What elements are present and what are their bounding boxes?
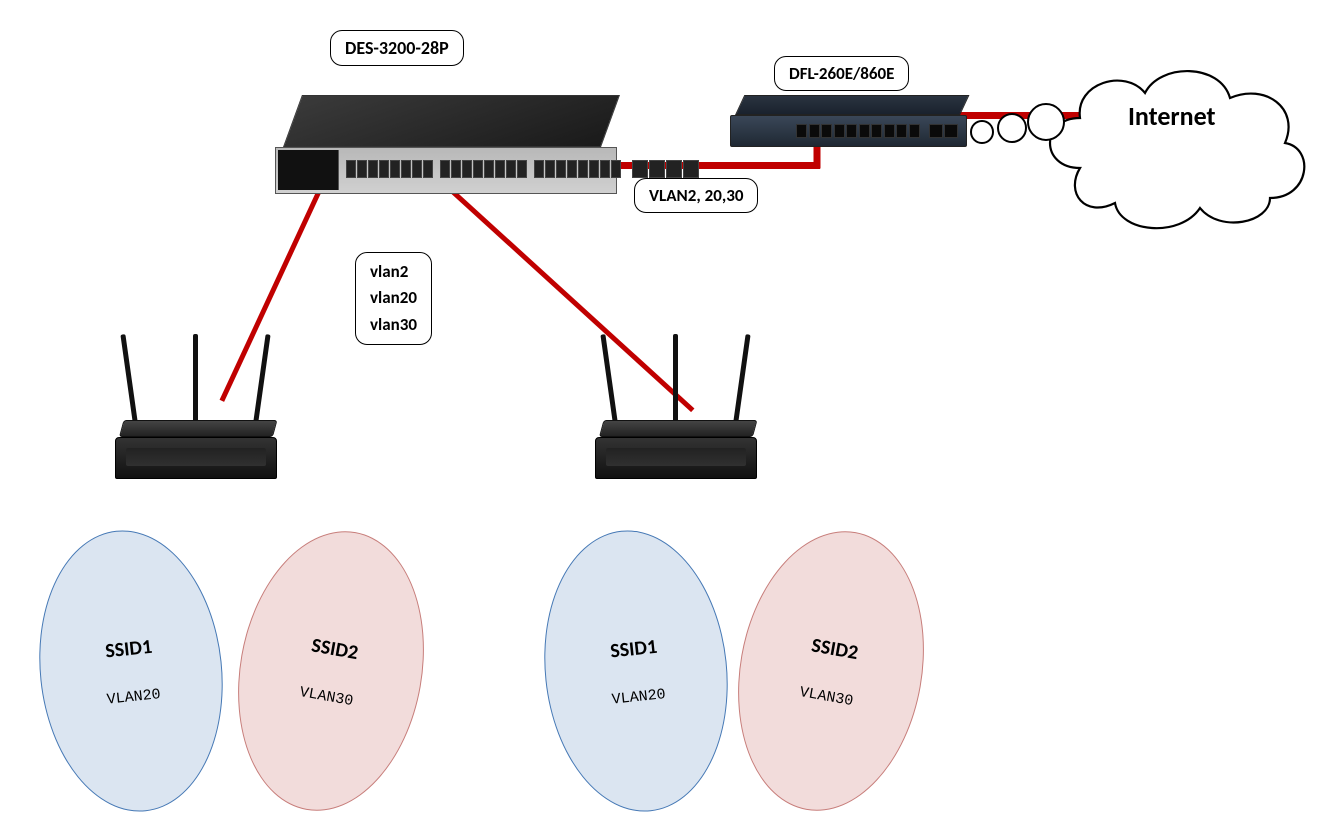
ssid-label: SSID1: [609, 634, 658, 663]
trunk-label: VLAN2, 20,30: [634, 178, 758, 213]
switch-device: [275, 95, 625, 194]
ssid-label: SSID2: [310, 633, 360, 665]
vlan-label: VLAN20: [106, 686, 161, 709]
vlan-label: VLAN30: [798, 684, 854, 710]
vlan-item-1: vlan2: [370, 259, 417, 285]
firewall-device: [730, 95, 972, 147]
vlan-label: VLAN20: [611, 686, 666, 709]
cloud-bubble: [1027, 103, 1065, 141]
vlan-label: VLAN30: [298, 684, 354, 710]
vlan-item-3: vlan30: [370, 312, 417, 338]
access-point-1: [115, 420, 281, 479]
ssid-ellipse-right1: SSID1 VLAN20: [531, 521, 741, 820]
cloud-bubble: [970, 120, 994, 144]
ssid-ellipse-left2: SSID2 VLAN30: [217, 516, 445, 825]
access-point-2: [595, 420, 761, 479]
trunk-label-text: VLAN2, 20,30: [649, 185, 743, 206]
ssid-label: SSID1: [104, 634, 153, 663]
vlan-list-label: vlan2 vlan20 vlan30: [355, 252, 432, 345]
internet-cloud: [1030, 48, 1310, 243]
switch-label-text: DES-3200-28P: [345, 37, 449, 59]
ssid-label: SSID2: [810, 633, 860, 665]
vlan-item-2: vlan20: [370, 285, 417, 311]
firewall-label-text: DFL-260E/860E: [789, 63, 894, 84]
ssid-ellipse-right2: SSID2 VLAN30: [717, 516, 945, 825]
internet-label: Internet: [1128, 100, 1216, 132]
ssid-ellipse-left1: SSID1 VLAN20: [26, 521, 236, 820]
cloud-bubble: [997, 113, 1027, 143]
firewall-label: DFL-260E/860E: [774, 56, 909, 91]
switch-label: DES-3200-28P: [330, 30, 464, 66]
